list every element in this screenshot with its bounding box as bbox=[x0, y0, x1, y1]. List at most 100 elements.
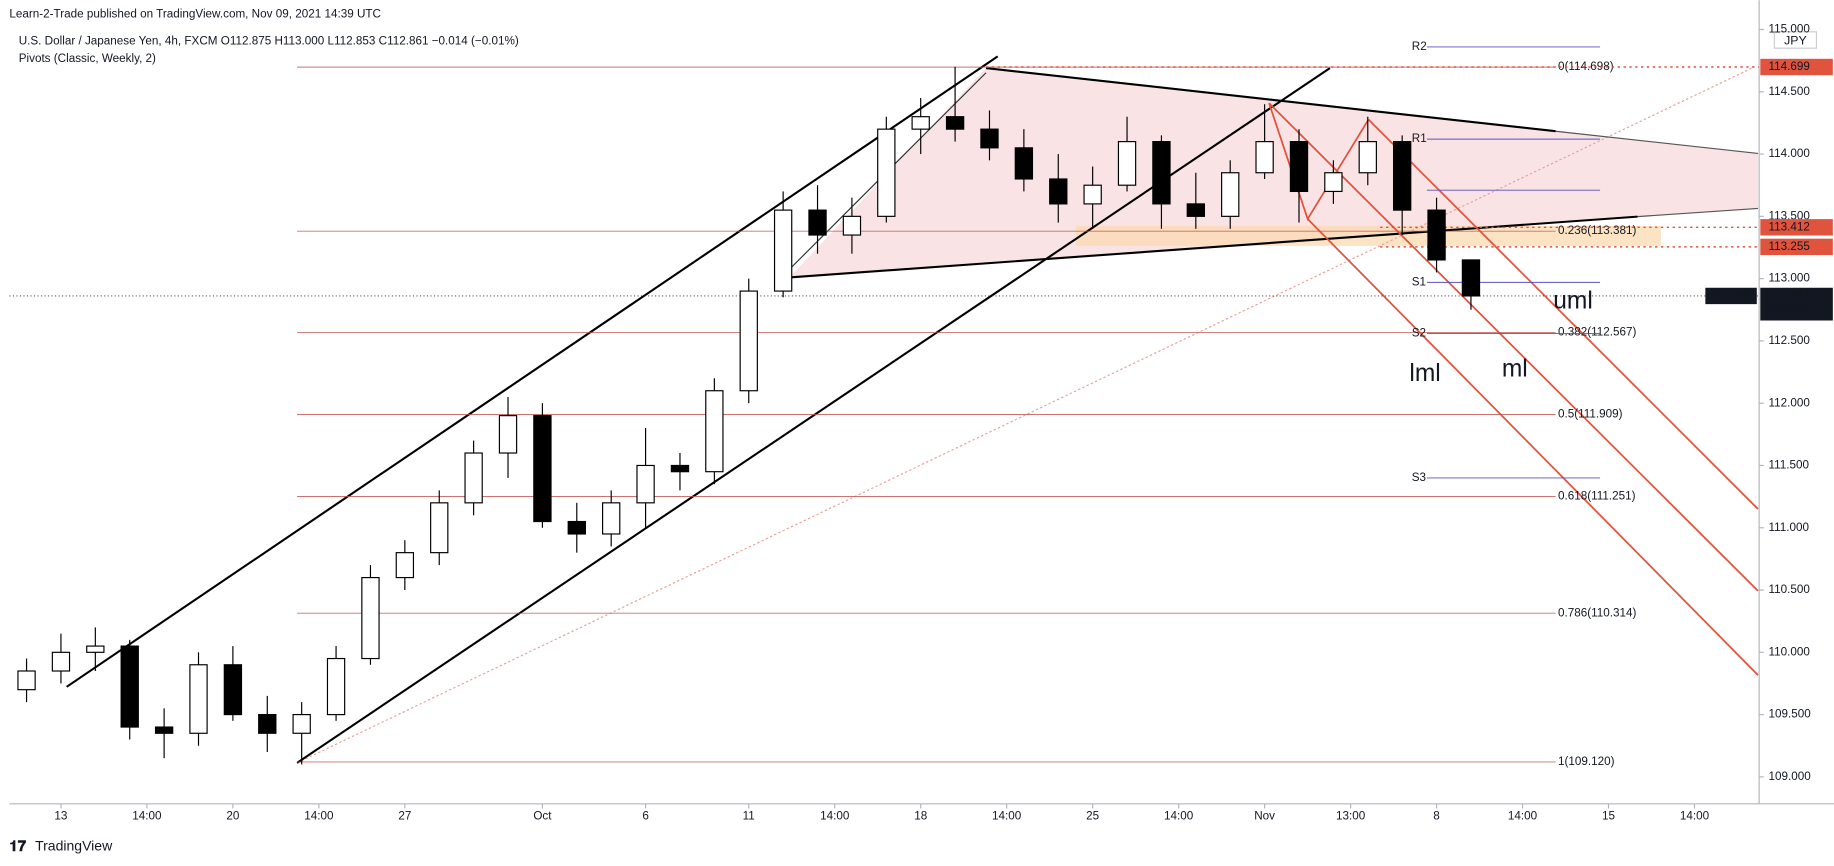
candle-body bbox=[395, 552, 415, 579]
candle-body bbox=[1221, 172, 1240, 217]
candle-body bbox=[533, 415, 552, 523]
pitchfork-upper bbox=[1367, 118, 1759, 510]
pitchfork-lower bbox=[1307, 218, 1759, 676]
price-tag-label: 113.412 bbox=[1769, 220, 1810, 233]
y-tick-label: 112.000 bbox=[1769, 396, 1811, 409]
y-tick-label: 110.500 bbox=[1769, 583, 1811, 596]
candle-body bbox=[980, 128, 999, 149]
price-axis-bg bbox=[1759, 0, 1834, 866]
candle-body bbox=[739, 290, 758, 392]
candle-body bbox=[636, 464, 655, 504]
x-tick-label: 13 bbox=[54, 810, 67, 823]
x-tick-label: 20 bbox=[226, 810, 240, 823]
candle-body bbox=[154, 726, 174, 734]
annotation: uml bbox=[1553, 287, 1593, 314]
x-tick-label: 14:00 bbox=[992, 810, 1022, 823]
candle-body bbox=[705, 390, 724, 473]
candle-body bbox=[17, 670, 36, 691]
x-tick-label: 25 bbox=[1086, 810, 1100, 823]
candle-body bbox=[773, 209, 793, 292]
price-tag bbox=[1760, 58, 1833, 76]
time-axis-bg bbox=[0, 803, 1834, 866]
candle-body bbox=[1324, 172, 1343, 193]
triangle-top-ext bbox=[1555, 130, 1759, 155]
last-price-tag bbox=[1760, 287, 1833, 321]
candle-body bbox=[1358, 141, 1377, 174]
candle-body bbox=[326, 657, 346, 716]
y-tick-label: 109.500 bbox=[1769, 708, 1812, 721]
candle-body bbox=[1186, 203, 1206, 217]
x-tick-label: 11 bbox=[743, 810, 755, 823]
countdown: 03:20:37 bbox=[1769, 304, 1815, 317]
x-tick-label: 14:00 bbox=[132, 810, 162, 823]
annotation: ml bbox=[1502, 355, 1528, 382]
candle-body bbox=[189, 664, 208, 734]
currency: JPY bbox=[1784, 33, 1807, 47]
annotation: lml bbox=[1409, 360, 1440, 387]
x-tick-label: 14:00 bbox=[1680, 810, 1710, 823]
y-tick-label: 115.000 bbox=[1769, 23, 1811, 36]
y-tick-label: 114.000 bbox=[1769, 147, 1811, 160]
y-tick-label: 109.000 bbox=[1769, 770, 1812, 783]
y-tick-label: 114.500 bbox=[1769, 85, 1811, 98]
candle-body bbox=[1152, 141, 1171, 205]
fib-label: 0.236(113.381) bbox=[1558, 224, 1637, 237]
candle-body bbox=[258, 714, 277, 734]
last-price-label: 112.861 bbox=[1769, 289, 1810, 302]
candle-body bbox=[1117, 141, 1137, 186]
candle-body bbox=[86, 645, 105, 653]
candle-body bbox=[464, 452, 483, 504]
candle-body bbox=[842, 215, 862, 236]
candle-body bbox=[602, 502, 621, 535]
published: Learn-2-Trade published on TradingView.c… bbox=[9, 7, 381, 20]
candle-body bbox=[1049, 178, 1068, 205]
y-tick-label: 111.000 bbox=[1769, 521, 1810, 534]
candle-body bbox=[567, 520, 586, 535]
candle-body bbox=[1289, 141, 1309, 193]
triangle-top bbox=[985, 67, 1556, 133]
brand: TradingView bbox=[35, 838, 113, 854]
brand-logo: 𝟏𝟕 bbox=[9, 838, 26, 855]
x-tick-label: 6 bbox=[642, 810, 649, 823]
candle-body bbox=[1083, 184, 1102, 205]
candle-body bbox=[1255, 141, 1274, 174]
candle-body bbox=[498, 415, 518, 454]
candle-body bbox=[430, 502, 449, 554]
x-tick-label: 14:00 bbox=[1508, 810, 1538, 823]
pivot-label: S1 bbox=[1412, 275, 1426, 288]
candle-body bbox=[1014, 147, 1034, 180]
candle-body bbox=[911, 116, 930, 130]
x-tick-label: Oct bbox=[533, 810, 552, 823]
x-tick-label: 13:00 bbox=[1336, 810, 1366, 823]
candle-body bbox=[51, 651, 71, 672]
candle-body bbox=[120, 645, 139, 728]
x-tick-label: 27 bbox=[398, 810, 411, 823]
price-tag bbox=[1760, 238, 1833, 256]
x-tick-label: 14:00 bbox=[820, 810, 850, 823]
candle-body bbox=[1427, 209, 1446, 261]
fib-label: 0.382(112.567) bbox=[1558, 326, 1637, 339]
triangle-bottom bbox=[789, 215, 1638, 279]
pivot-label: S2 bbox=[1412, 327, 1426, 340]
symbol-legend: U.S. Dollar / Japanese Yen, 4h, FXCM O11… bbox=[19, 34, 519, 47]
channel-lower bbox=[296, 67, 1331, 764]
pivot-label: R1 bbox=[1412, 132, 1427, 145]
price-tag-label: 114.699 bbox=[1769, 60, 1810, 73]
pivot-label: R2 bbox=[1412, 40, 1427, 53]
indicator-legend: Pivots (Classic, Weekly, 2) bbox=[19, 52, 156, 65]
x-tick-label: 15 bbox=[1602, 810, 1616, 823]
symbol-tag bbox=[1705, 287, 1757, 305]
price-tag-label: 113.255 bbox=[1769, 240, 1811, 253]
y-tick-label: 113.000 bbox=[1769, 272, 1811, 285]
channel-upper bbox=[66, 55, 999, 688]
pitchfork-median bbox=[1268, 102, 1759, 592]
pivot-label: S3 bbox=[1412, 471, 1426, 484]
x-tick-label: 14:00 bbox=[304, 810, 334, 823]
fib-label: 0(114.698) bbox=[1558, 60, 1614, 73]
triangle-bottom-ext bbox=[1637, 207, 1759, 218]
overlays: 0(114.698) 0.236(113.381) 0.382(112.567) 0.… bbox=[9, 40, 1760, 768]
x-tick-label: 8 bbox=[1433, 810, 1440, 823]
candle-body bbox=[223, 664, 243, 716]
